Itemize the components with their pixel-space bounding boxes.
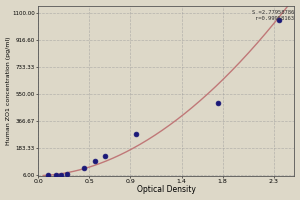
Point	[53, 173, 58, 176]
Text: S =2.77958786
r=0.99958163: S =2.77958786 r=0.99958163	[252, 10, 294, 21]
Point	[82, 167, 87, 170]
Point	[133, 133, 138, 136]
Y-axis label: Human ZO1 concentration (pg/ml): Human ZO1 concentration (pg/ml)	[6, 36, 10, 145]
Point	[64, 173, 69, 176]
Point	[277, 19, 281, 22]
Point	[215, 102, 220, 105]
Point	[58, 173, 63, 176]
Point	[102, 155, 107, 158]
X-axis label: Optical Density: Optical Density	[137, 185, 196, 194]
Point	[46, 173, 51, 176]
Point	[92, 159, 97, 162]
